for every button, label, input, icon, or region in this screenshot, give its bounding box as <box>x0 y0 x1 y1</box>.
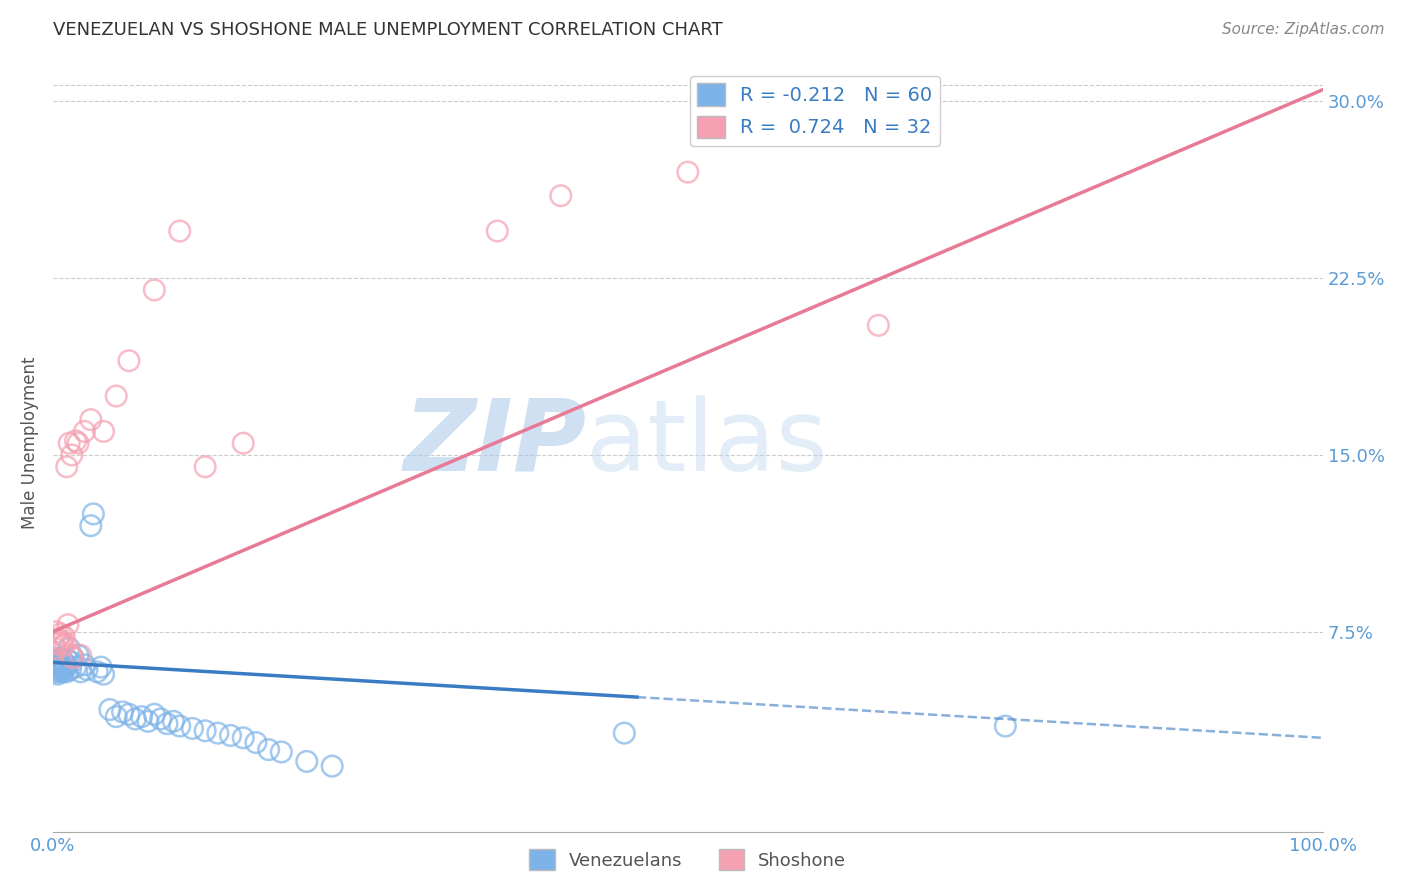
Point <box>80 412 103 426</box>
Point <box>49 657 72 672</box>
Point <box>257 742 280 756</box>
Point <box>162 714 184 729</box>
Point <box>118 353 141 368</box>
Point <box>45 663 67 677</box>
Point <box>53 663 76 677</box>
Point <box>124 712 146 726</box>
Text: Source: ZipAtlas.com: Source: ZipAtlas.com <box>1222 22 1385 37</box>
Point <box>42 653 65 667</box>
Point <box>131 709 153 723</box>
Point <box>105 709 128 723</box>
Point <box>73 425 96 439</box>
Point <box>46 632 69 646</box>
Point <box>51 663 73 677</box>
Text: VENEZUELAN VS SHOSHONE MALE UNEMPLOYMENT CORRELATION CHART: VENEZUELAN VS SHOSHONE MALE UNEMPLOYMENT… <box>52 21 723 39</box>
Point <box>56 653 79 667</box>
Point <box>118 707 141 722</box>
Point <box>169 719 191 733</box>
Point <box>51 653 73 667</box>
Point <box>51 634 73 648</box>
Point <box>676 165 699 179</box>
Point <box>69 648 91 663</box>
Point <box>52 639 75 653</box>
Point <box>156 716 179 731</box>
Point <box>49 627 72 641</box>
Point <box>55 636 77 650</box>
Point <box>73 657 96 672</box>
Point <box>62 650 84 665</box>
Point <box>321 759 343 773</box>
Point <box>232 731 254 745</box>
Point <box>48 665 70 679</box>
Point <box>45 624 67 639</box>
Point <box>65 660 87 674</box>
Point <box>105 389 128 403</box>
Point <box>55 665 77 679</box>
Point <box>52 665 75 679</box>
Point <box>45 656 67 670</box>
Point <box>67 648 90 663</box>
Point <box>42 660 65 674</box>
Point <box>44 641 66 656</box>
Point <box>59 648 82 663</box>
Point <box>58 436 80 450</box>
Point <box>60 656 83 670</box>
Point <box>90 660 112 674</box>
Point <box>169 224 191 238</box>
Point <box>44 657 66 672</box>
Point <box>143 283 166 297</box>
Point <box>53 656 76 670</box>
Point <box>143 707 166 722</box>
Point <box>149 712 172 726</box>
Text: atlas: atlas <box>586 394 828 491</box>
Point <box>76 663 98 677</box>
Point <box>194 723 217 738</box>
Point <box>270 745 292 759</box>
Point <box>295 755 318 769</box>
Point <box>56 617 79 632</box>
Point <box>44 665 66 679</box>
Point <box>194 459 217 474</box>
Point <box>62 650 84 665</box>
Point <box>486 224 509 238</box>
Text: ZIP: ZIP <box>404 394 586 491</box>
Point <box>53 630 76 644</box>
Point <box>93 667 115 681</box>
Point <box>219 729 242 743</box>
Point <box>49 650 72 665</box>
Point <box>98 702 121 716</box>
Point <box>59 663 82 677</box>
Point <box>994 719 1017 733</box>
Point <box>67 436 90 450</box>
Point <box>55 459 77 474</box>
Point <box>48 656 70 670</box>
Point <box>111 705 134 719</box>
Point <box>42 636 65 650</box>
Point <box>58 641 80 656</box>
Point <box>181 722 204 736</box>
Point <box>60 448 83 462</box>
Point <box>232 436 254 450</box>
Point <box>46 667 69 681</box>
Point <box>207 726 229 740</box>
Point <box>55 657 77 672</box>
Point <box>48 636 70 650</box>
Point <box>52 660 75 674</box>
Point <box>550 188 572 202</box>
Point <box>55 660 77 674</box>
Legend: Venezuelans, Shoshone: Venezuelans, Shoshone <box>522 842 853 878</box>
Point <box>82 507 104 521</box>
Point <box>868 318 890 333</box>
Point <box>46 660 69 674</box>
Y-axis label: Male Unemployment: Male Unemployment <box>21 357 39 530</box>
Point <box>86 665 108 679</box>
Point <box>69 665 91 679</box>
Point <box>80 518 103 533</box>
Point <box>65 434 87 448</box>
Point <box>93 425 115 439</box>
Point <box>613 726 636 740</box>
Point <box>136 714 159 729</box>
Point <box>245 735 267 749</box>
